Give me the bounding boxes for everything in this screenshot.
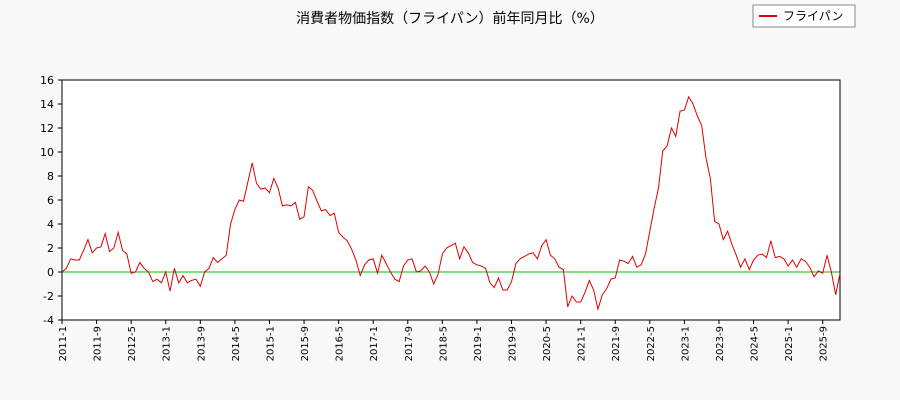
chart-title: 消費者物価指数（フライパン）前年同月比（%） (296, 10, 604, 27)
x-tick-label: 2017-1 (369, 326, 380, 361)
y-tick-label: 16 (40, 74, 54, 87)
legend-box (752, 4, 856, 28)
x-tick-label: 2017-9 (404, 326, 415, 361)
y-tick-label: -4 (43, 314, 54, 327)
x-tick-label: 2014-5 (231, 326, 242, 361)
y-tick-label: 6 (47, 194, 54, 207)
x-tick-label: 2022-5 (646, 326, 657, 361)
x-tick-label: 2018-5 (438, 326, 449, 361)
y-tick-label: 2 (47, 242, 54, 255)
plot-frame (61, 79, 841, 321)
x-tick-label: 2021-9 (611, 326, 622, 361)
x-tick-label: 2015-9 (300, 326, 311, 361)
x-tick-label: 2015-1 (265, 326, 276, 361)
x-tick-label: 2011-9 (93, 326, 104, 361)
x-tick-label: 2019-1 (473, 326, 484, 361)
x-tick-label: 2011-1 (58, 326, 69, 361)
y-tick-label: 14 (40, 98, 54, 111)
x-tick-label: 2025-9 (819, 326, 830, 361)
x-tick-label: 2023-9 (715, 326, 726, 361)
legend-label: フライパン (783, 9, 843, 23)
plot-area (62, 80, 840, 320)
x-tick-label: 2020-5 (542, 326, 553, 361)
x-tick-label: 2021-1 (577, 326, 588, 361)
y-tick-label: 0 (47, 266, 54, 279)
x-tick-label: 2019-9 (508, 326, 519, 361)
y-tick-label: 4 (47, 218, 54, 231)
x-tick-label: 2012-5 (127, 326, 138, 361)
x-tick-label: 2025-1 (784, 326, 795, 361)
y-tick-label: 12 (40, 122, 54, 135)
y-tick-label: 10 (40, 146, 54, 159)
x-tick-label: 2023-1 (680, 326, 691, 361)
y-tick-label: 8 (47, 170, 54, 183)
x-tick-label: 2024-5 (750, 326, 761, 361)
x-tick-label: 2013-9 (196, 326, 207, 361)
x-tick-label: 2013-1 (162, 326, 173, 361)
x-tick-label: 2016-5 (335, 326, 346, 361)
y-tick-label: -2 (43, 290, 54, 303)
series-line (61, 95, 841, 312)
